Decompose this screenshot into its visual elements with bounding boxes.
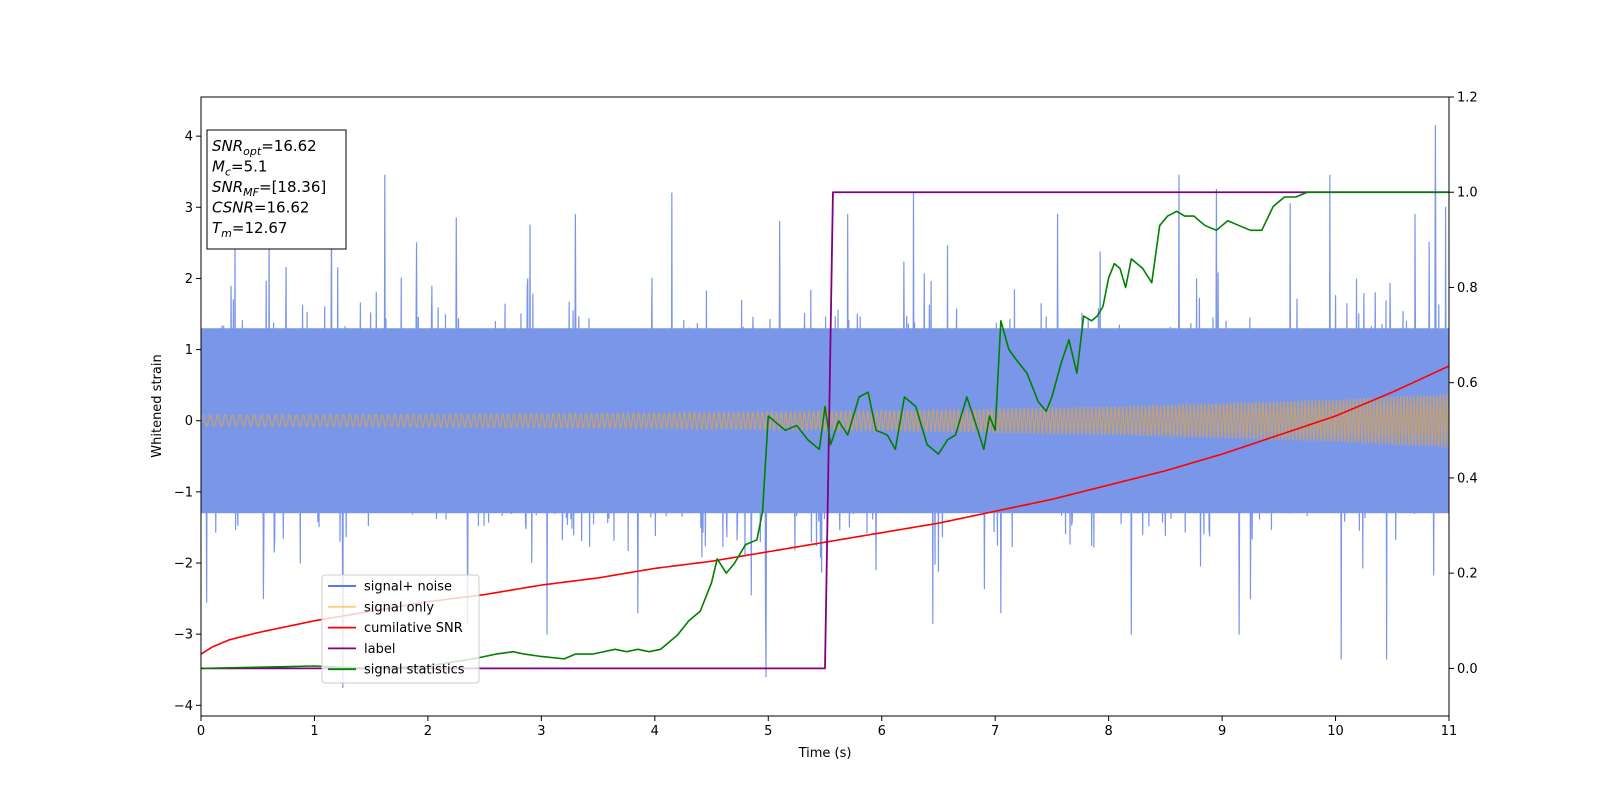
y-left-tick-label: 1	[185, 343, 193, 358]
y-left-tick-label: −2	[174, 557, 193, 572]
x-tick-label: 2	[424, 724, 432, 739]
info-line: Mc=5.1	[212, 158, 267, 179]
legend-frame	[321, 574, 480, 684]
y-left-tick-label: −4	[174, 699, 193, 714]
x-tick-label: 1	[310, 724, 318, 739]
y-right-tick-label: 0.4	[1457, 471, 1478, 486]
x-tick-label: 11	[1441, 724, 1458, 739]
y-left-tick-label: −1	[174, 485, 193, 500]
plot-frame	[200, 96, 1450, 717]
y-left-tick-label: 2	[185, 272, 193, 287]
legend-entry: label	[364, 642, 395, 657]
plot-area	[201, 124, 1449, 689]
y-left-tick-label: 4	[185, 130, 193, 145]
y-right-tick-label: 0.0	[1457, 662, 1478, 677]
x-tick-label: 4	[651, 724, 659, 739]
series-signal-statistics	[201, 191, 1449, 670]
y-right-tick-label: 0.6	[1457, 376, 1478, 391]
info-line: Tm=12.67	[212, 219, 287, 240]
y-right-tick-label: 0.2	[1457, 567, 1478, 582]
x-tick-label: 10	[1327, 724, 1344, 739]
x-tick-label: 8	[1104, 724, 1112, 739]
legend-entry: signal only	[364, 600, 434, 615]
y-left-tick-label: 0	[185, 414, 193, 429]
y-right-tick-label: 1.2	[1457, 91, 1478, 106]
x-tick-label: 3	[537, 724, 545, 739]
legend: signal+ noise signal only cumilative SNR la…	[321, 574, 480, 684]
info-line: CSNR=16.62	[212, 199, 309, 217]
x-tick-label: 5	[764, 724, 772, 739]
x-tick-label: 6	[878, 724, 886, 739]
y-right-tick-label: 0.8	[1457, 281, 1478, 296]
legend-entry: cumilative SNR	[364, 621, 463, 636]
x-tick-label: 7	[991, 724, 999, 739]
legend-entry: signal statistics	[364, 663, 465, 678]
y-right-tick-label: 1.0	[1457, 186, 1478, 201]
x-tick-label: 9	[1218, 724, 1226, 739]
axes: 0 1 2 3 4 5 6 7 8 9 10 11 −4 −3 −2 −1 0 1 2 3 4 0.0 0.2 0.4 0.6 0…	[174, 91, 1478, 740]
info-box: SNRopt=16.62Mc=5.1SNRMF=[18.36]CSNR=16.6…	[206, 129, 347, 250]
y-left-tick-label: 3	[185, 201, 193, 216]
x-tick-label: 0	[197, 724, 205, 739]
info-line: SNRMF=[18.36]	[212, 178, 326, 199]
y-left-tick-label: −3	[174, 628, 193, 643]
legend-entry: signal+ noise	[364, 580, 452, 595]
info-box-frame	[206, 129, 347, 250]
x-axis-label: Time (s)	[798, 746, 852, 761]
info-line: SNRopt=16.62	[212, 137, 317, 158]
series-signal-only	[201, 393, 1449, 448]
y-axis-label: Whitened strain	[150, 354, 165, 457]
